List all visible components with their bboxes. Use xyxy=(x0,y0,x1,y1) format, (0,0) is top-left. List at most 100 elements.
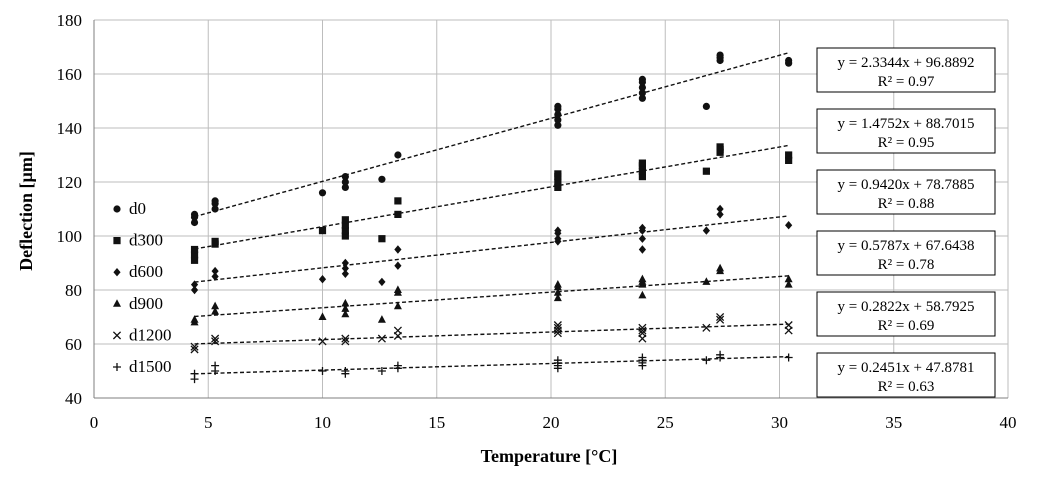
point-d1500 xyxy=(318,367,327,375)
legend-marker-d1500 xyxy=(113,363,121,371)
point-d600 xyxy=(190,280,199,289)
y-tick-label: 120 xyxy=(57,173,83,192)
equation-box-d600 xyxy=(816,169,996,215)
point-d0 xyxy=(341,173,349,181)
r-squared-d300: R² = 0.95 xyxy=(878,135,935,151)
point-d900 xyxy=(553,280,562,288)
point-d900 xyxy=(638,290,647,299)
axes xyxy=(93,20,1008,399)
r-squared-d1200: R² = 0.69 xyxy=(878,318,935,334)
point-d300 xyxy=(716,143,724,151)
x-tick-label: 5 xyxy=(204,413,213,432)
point-d900 xyxy=(393,301,402,310)
point-d600 xyxy=(211,272,219,281)
point-d900 xyxy=(784,274,793,283)
point-d1200 xyxy=(318,337,327,346)
trendline-d0 xyxy=(194,52,789,218)
legend-label-d300: d300 xyxy=(129,231,163,250)
point-d900 xyxy=(211,301,220,310)
point-d1200 xyxy=(341,334,350,343)
legend-marker-d0 xyxy=(113,205,121,213)
legend-label-d1500: d1500 xyxy=(129,357,172,376)
legend-label-d0: d0 xyxy=(129,199,146,218)
point-d300 xyxy=(318,227,327,235)
point-d300 xyxy=(638,167,646,175)
point-d600 xyxy=(716,210,724,219)
point-d0 xyxy=(341,178,349,186)
equation-d1200: y = 0.2822x + 58.7925 xyxy=(838,299,975,315)
point-d600 xyxy=(638,223,646,233)
x-tick-label: 10 xyxy=(314,413,331,432)
trendline-d600 xyxy=(194,215,789,283)
point-d600 xyxy=(318,275,327,284)
equation-d0: y = 2.3344x + 96.8892 xyxy=(838,55,975,71)
point-d300 xyxy=(341,232,349,240)
point-d0 xyxy=(554,110,562,119)
y-tick-label: 40 xyxy=(65,389,82,408)
equation-box-d1500 xyxy=(816,352,996,398)
point-d300 xyxy=(638,159,646,167)
x-tick-label: 30 xyxy=(771,413,788,432)
point-d300 xyxy=(785,151,793,159)
point-d600 xyxy=(190,285,199,295)
trendlines xyxy=(194,52,789,375)
point-d1500 xyxy=(211,361,220,370)
point-d1500 xyxy=(341,367,350,375)
point-d0 xyxy=(190,213,199,221)
point-d0 xyxy=(341,183,349,191)
point-d1200 xyxy=(211,337,220,346)
equation-d1500: y = 0.2451x + 47.8781 xyxy=(838,360,975,376)
x-tick-label: 15 xyxy=(428,413,445,432)
point-d600 xyxy=(341,269,349,278)
point-d600 xyxy=(211,266,219,276)
point-d1200 xyxy=(211,334,220,343)
equation-d600: y = 0.9420x + 78.7885 xyxy=(838,177,975,193)
point-d0 xyxy=(638,89,647,97)
point-d600 xyxy=(378,277,386,287)
point-d600 xyxy=(394,245,402,254)
point-d600 xyxy=(554,226,562,235)
legend-marker-d600 xyxy=(113,268,121,277)
point-d1500 xyxy=(553,356,562,365)
x-tick-label: 0 xyxy=(90,413,99,432)
point-d900 xyxy=(341,304,350,312)
trendline-d1500 xyxy=(194,355,789,375)
r-squared-d900: R² = 0.78 xyxy=(878,257,935,273)
point-d1500 xyxy=(784,353,793,362)
legend-label-d900: d900 xyxy=(129,294,163,313)
point-d1200 xyxy=(784,321,793,330)
r-squared-d1500: R² = 0.63 xyxy=(878,379,935,395)
trendline-d1200 xyxy=(194,323,789,345)
legend: d0 d300 d600 d900 d1200 d1500 xyxy=(112,199,172,376)
point-d0 xyxy=(378,175,386,183)
y-tick-label: 80 xyxy=(65,281,82,300)
point-d600 xyxy=(638,245,646,254)
equation-box-d300 xyxy=(816,108,996,154)
point-d600 xyxy=(554,234,562,243)
y-axis-title: Deflection [µm] xyxy=(16,151,36,271)
point-d900 xyxy=(377,315,386,323)
equation-d300: y = 1.4752x + 88.7015 xyxy=(838,116,975,132)
point-d300 xyxy=(394,210,402,218)
point-d300 xyxy=(785,156,793,164)
point-d900 xyxy=(341,309,350,318)
point-d300 xyxy=(702,167,710,175)
point-d900 xyxy=(716,263,725,272)
point-d300 xyxy=(554,170,562,178)
point-d1200 xyxy=(341,337,350,346)
point-d0 xyxy=(554,121,562,129)
point-d0 xyxy=(554,102,562,110)
point-d1200 xyxy=(638,326,647,335)
point-d0 xyxy=(702,102,710,110)
legend-marker-d300 xyxy=(113,237,121,245)
trendline-d300 xyxy=(194,144,789,250)
point-d1200 xyxy=(190,342,199,351)
point-d600 xyxy=(394,261,402,270)
y-tick-label: 160 xyxy=(57,65,83,84)
point-d300 xyxy=(554,183,562,191)
trendline-d900 xyxy=(194,275,789,318)
point-d600 xyxy=(702,226,710,235)
y-tick-label: 180 xyxy=(57,11,83,30)
equation-d900: y = 0.5787x + 67.6438 xyxy=(838,238,975,254)
